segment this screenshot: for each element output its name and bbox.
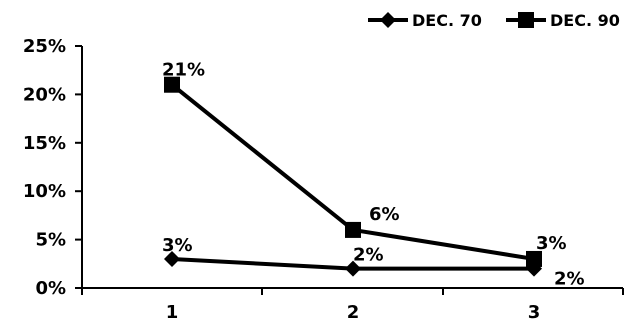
y-tick-label: 0% xyxy=(35,278,66,299)
series-layer: 3% 2% 2% 21% 6% 3% xyxy=(162,60,585,290)
series-1: 21% 6% 3% xyxy=(162,60,567,267)
x-axis-ticks: 1 2 3 xyxy=(81,288,624,323)
y-tick-label: 5% xyxy=(35,230,66,251)
legend-label: DEC. 70 xyxy=(412,11,482,30)
data-label: 3% xyxy=(536,233,567,254)
data-label: 6% xyxy=(369,204,400,225)
legend-square-marker xyxy=(518,12,534,28)
legend: DEC. 70 DEC. 90 xyxy=(368,11,620,30)
x-tick-label: 1 xyxy=(166,302,179,323)
data-label: 21% xyxy=(162,60,205,81)
y-tick-label: 20% xyxy=(23,84,66,105)
y-axis-ticks: 0% 5% 10% 15% 20% 25% xyxy=(23,36,82,299)
diamond-marker xyxy=(345,260,361,277)
legend-label: DEC. 90 xyxy=(550,11,620,30)
square-marker xyxy=(526,250,542,267)
x-tick-label: 2 xyxy=(347,302,360,323)
data-label: 2% xyxy=(554,269,585,290)
y-tick-label: 15% xyxy=(23,133,66,154)
series-0: 3% 2% 2% xyxy=(162,235,585,290)
y-tick-label: 10% xyxy=(23,181,66,202)
x-tick-label: 3 xyxy=(528,302,541,323)
y-tick-label: 25% xyxy=(23,36,66,57)
diamond-marker xyxy=(164,250,180,267)
data-label: 2% xyxy=(353,245,384,266)
square-marker xyxy=(164,76,180,93)
square-marker xyxy=(345,221,361,238)
data-label: 3% xyxy=(162,235,193,256)
legend-diamond-marker xyxy=(380,12,396,28)
